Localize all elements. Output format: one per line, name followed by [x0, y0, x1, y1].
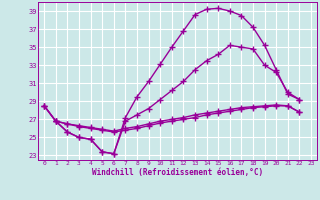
X-axis label: Windchill (Refroidissement éolien,°C): Windchill (Refroidissement éolien,°C): [92, 168, 263, 177]
